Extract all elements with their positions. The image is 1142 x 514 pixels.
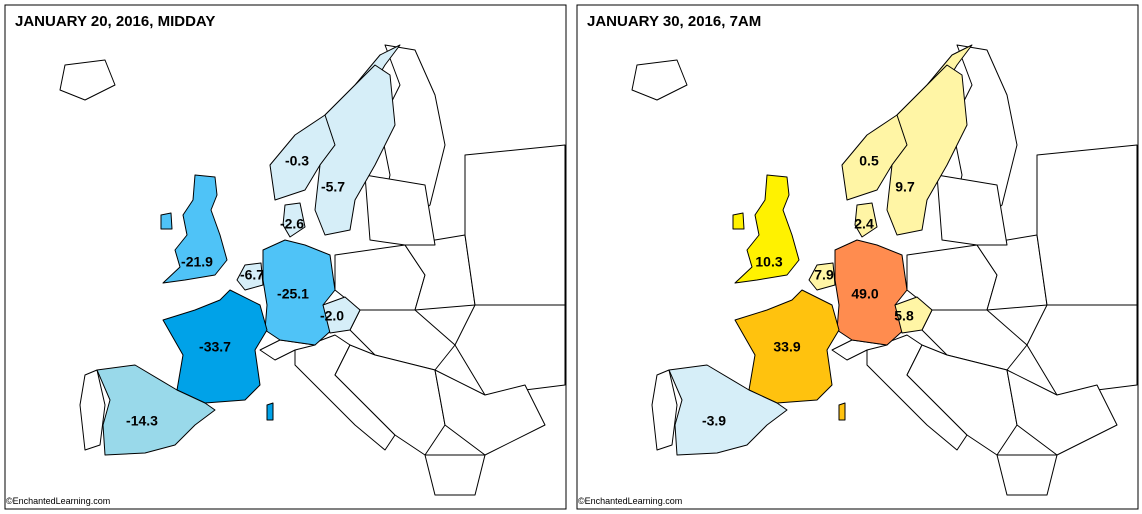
region-value: 0.5: [859, 153, 879, 169]
country-region: [668, 364, 788, 456]
country: [996, 454, 1058, 496]
country: [424, 454, 486, 496]
country-region: [236, 262, 264, 291]
country-region: [314, 64, 396, 236]
region-value: -21.9: [181, 254, 213, 270]
country: [631, 59, 688, 101]
country: [976, 234, 1048, 311]
country-region: [886, 64, 968, 236]
country-region: [322, 296, 361, 334]
region-value: -0.3: [285, 153, 309, 169]
country-region: [160, 174, 228, 284]
country: [404, 234, 476, 311]
country-region: [282, 202, 306, 238]
country: [434, 369, 546, 456]
country: [1006, 369, 1118, 456]
country-region: [854, 202, 878, 238]
region-value: 33.9: [773, 339, 800, 355]
region-value: 2.4: [854, 216, 874, 232]
country: [464, 144, 566, 306]
region-value: -14.3: [126, 413, 158, 429]
region-value: -2.6: [280, 216, 304, 232]
region-value: 5.8: [894, 308, 914, 324]
region-value: -5.7: [321, 179, 345, 195]
map-panel: -0.3 -5.7 -2.6 -21.9 -6.7 -25.1 -2.0 -33.7 -14.3…: [4, 4, 567, 510]
panel-title: JANUARY 20, 2016, MIDDAY: [15, 13, 215, 30]
country-region: [894, 296, 933, 334]
country: [259, 339, 316, 361]
panel-title: JANUARY 30, 2016, 7AM: [587, 13, 761, 30]
region-value: 49.0: [851, 286, 878, 302]
country: [59, 59, 116, 101]
country-region: [808, 262, 836, 291]
country: [364, 174, 436, 246]
country: [831, 339, 888, 361]
region-value: -2.0: [320, 308, 344, 324]
credit: ©EnchantedLearning.com: [578, 496, 682, 506]
credit: ©EnchantedLearning.com: [6, 496, 110, 506]
country-region: [732, 174, 800, 284]
region-value: -3.9: [702, 413, 726, 429]
region-value: -33.7: [199, 339, 231, 355]
region-value: 10.3: [755, 254, 782, 270]
map-panel: 0.5 9.7 2.4 10.3 7.9 49.0 5.8 33.9 -3.9 JANUARY 3…: [576, 4, 1139, 510]
country: [936, 174, 1008, 246]
country: [1036, 144, 1138, 306]
region-value: 7.9: [814, 267, 834, 283]
region-value: -25.1: [277, 286, 309, 302]
region-value: 9.7: [895, 179, 915, 195]
region-value: -6.7: [240, 267, 264, 283]
country-region: [96, 364, 216, 456]
